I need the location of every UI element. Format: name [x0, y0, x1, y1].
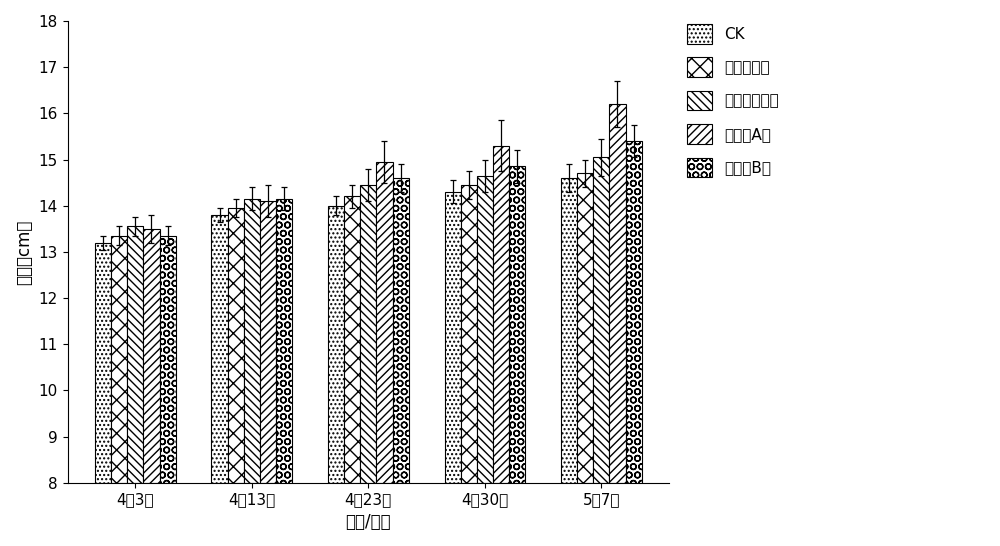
Bar: [344, 197, 360, 483]
Bar: [393, 178, 409, 483]
X-axis label: 日期/组别: 日期/组别: [346, 513, 391, 531]
Bar: [143, 229, 160, 483]
Bar: [127, 227, 143, 483]
Bar: [477, 176, 493, 483]
Bar: [461, 185, 477, 483]
Bar: [228, 208, 244, 483]
Bar: [111, 236, 127, 483]
Bar: [577, 174, 593, 483]
Bar: [360, 185, 376, 483]
Bar: [593, 157, 609, 483]
Bar: [561, 178, 577, 483]
Bar: [260, 201, 276, 483]
Bar: [493, 146, 509, 483]
Bar: [211, 215, 228, 483]
Bar: [376, 162, 393, 483]
Bar: [95, 242, 111, 483]
Bar: [626, 141, 642, 483]
Y-axis label: 株高（cm）: 株高（cm）: [15, 219, 33, 284]
Bar: [276, 199, 292, 483]
Bar: [445, 192, 461, 483]
Bar: [160, 236, 176, 483]
Bar: [509, 167, 525, 483]
Bar: [609, 104, 626, 483]
Bar: [328, 206, 344, 483]
Legend: CK, 短乳杆菌组, 植物乳杆菌组, 复合菌A组, 复合菌B组: CK, 短乳杆菌组, 植物乳杆菌组, 复合菌A组, 复合菌B组: [683, 20, 783, 182]
Bar: [244, 199, 260, 483]
